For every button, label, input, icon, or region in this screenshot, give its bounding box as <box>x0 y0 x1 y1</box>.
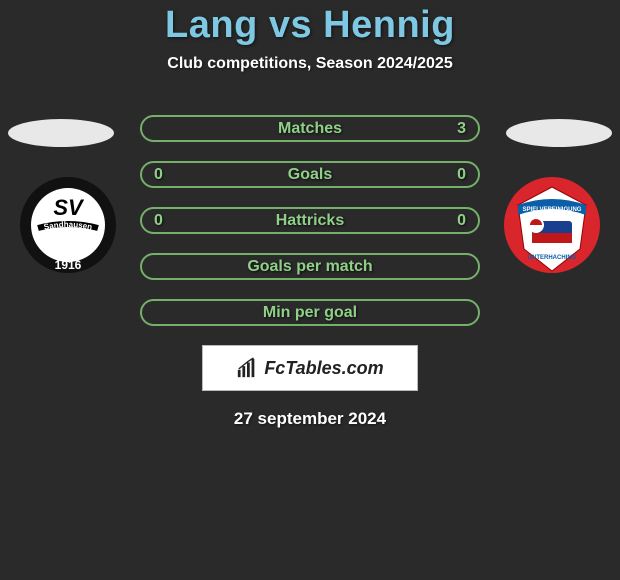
bar-chart-icon <box>236 357 258 379</box>
comparison-area: SV 1916 Sandhausen SPIELVEREINIGUNG UNTE… <box>0 95 620 335</box>
brand-text: FcTables.com <box>264 358 383 379</box>
stat-label: Goals per match <box>142 258 478 276</box>
club-badge-right: SPIELVEREINIGUNG UNTERHACHING <box>502 175 602 275</box>
club-badge-left: SV 1916 Sandhausen <box>18 175 118 275</box>
stat-left-value: 0 <box>154 212 163 230</box>
svg-text:SV: SV <box>53 195 85 220</box>
stat-right-value: 0 <box>457 166 466 184</box>
snapshot-date: 27 september 2024 <box>0 409 620 429</box>
stat-row: Matches3 <box>140 115 480 142</box>
stat-label: Hattricks <box>142 212 478 230</box>
brand-box: FcTables.com <box>202 345 418 391</box>
stat-right-value: 3 <box>457 120 466 138</box>
stat-row: 0Goals0 <box>140 161 480 188</box>
unterhaching-crest-icon: SPIELVEREINIGUNG UNTERHACHING <box>502 175 602 275</box>
stat-row: 0Hattricks0 <box>140 207 480 234</box>
svg-text:SPIELVEREINIGUNG: SPIELVEREINIGUNG <box>523 207 582 213</box>
sandhausen-crest-icon: SV 1916 Sandhausen <box>18 175 118 275</box>
svg-text:UNTERHACHING: UNTERHACHING <box>528 255 577 261</box>
stat-row: Goals per match <box>140 253 480 280</box>
stat-label: Matches <box>142 120 478 138</box>
shadow-ellipse-right <box>506 119 612 147</box>
footer: FcTables.com 27 september 2024 <box>0 345 620 429</box>
stat-right-value: 0 <box>457 212 466 230</box>
shadow-ellipse-left <box>8 119 114 147</box>
stat-rows: Matches30Goals00Hattricks0Goals per matc… <box>140 95 480 326</box>
stat-left-value: 0 <box>154 166 163 184</box>
stat-label: Goals <box>142 166 478 184</box>
stat-row: Min per goal <box>140 299 480 326</box>
svg-text:1916: 1916 <box>55 258 82 272</box>
header: Lang vs Hennig Club competitions, Season… <box>0 0 620 73</box>
page-title: Lang vs Hennig <box>0 4 620 47</box>
stat-label: Min per goal <box>142 304 478 322</box>
page-subtitle: Club competitions, Season 2024/2025 <box>0 55 620 73</box>
